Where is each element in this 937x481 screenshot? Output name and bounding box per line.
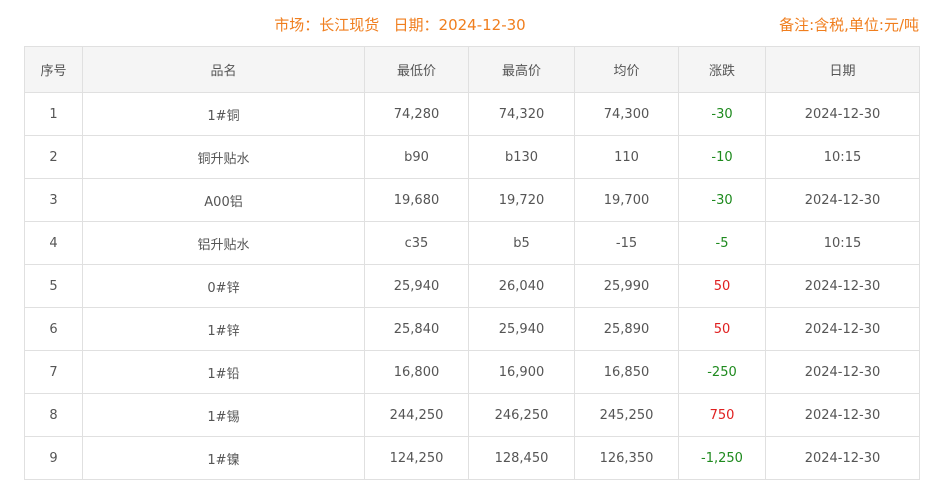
cell-low: 124,250 bbox=[364, 436, 469, 480]
cell-name: A00铝 bbox=[82, 178, 365, 222]
cell-change: -1,250 bbox=[678, 436, 766, 480]
table-row: 2 铜升贴水 b90 b130 110 -10 10:15 bbox=[24, 135, 920, 179]
cell-date: 2024-12-30 bbox=[765, 350, 920, 394]
cell-low: 25,840 bbox=[364, 307, 469, 351]
cell-no: 7 bbox=[24, 350, 83, 394]
column-header-avg: 均价 bbox=[574, 46, 679, 93]
cell-low: 244,250 bbox=[364, 393, 469, 437]
cell-avg: 25,890 bbox=[574, 307, 679, 351]
market-date-title: 市场：长江现货 日期：2024-12-30 bbox=[274, 16, 526, 34]
cell-change: -30 bbox=[678, 178, 766, 222]
cell-avg: 16,850 bbox=[574, 350, 679, 394]
cell-name: 1#铜 bbox=[82, 92, 365, 136]
cell-change: -5 bbox=[678, 221, 766, 265]
cell-high: 26,040 bbox=[468, 264, 575, 308]
cell-name: 1#镍 bbox=[82, 436, 365, 480]
cell-low: c35 bbox=[364, 221, 469, 265]
cell-no: 2 bbox=[24, 135, 83, 179]
cell-avg: 110 bbox=[574, 135, 679, 179]
cell-avg: 25,990 bbox=[574, 264, 679, 308]
cell-low: 74,280 bbox=[364, 92, 469, 136]
cell-low: b90 bbox=[364, 135, 469, 179]
cell-low: 19,680 bbox=[364, 178, 469, 222]
table-row: 4 铝升贴水 c35 b5 -15 -5 10:15 bbox=[24, 221, 920, 265]
cell-avg: 245,250 bbox=[574, 393, 679, 437]
column-header-change: 涨跌 bbox=[678, 46, 766, 93]
cell-no: 8 bbox=[24, 393, 83, 437]
cell-change: -250 bbox=[678, 350, 766, 394]
table-row: 1 1#铜 74,280 74,320 74,300 -30 2024-12-30 bbox=[24, 92, 920, 136]
column-header-name: 品名 bbox=[82, 46, 365, 93]
table-row: 8 1#锡 244,250 246,250 245,250 750 2024-12-30 bbox=[24, 393, 920, 437]
cell-change: -10 bbox=[678, 135, 766, 179]
cell-no: 9 bbox=[24, 436, 83, 480]
cell-change: 50 bbox=[678, 307, 766, 351]
cell-name: 1#锡 bbox=[82, 393, 365, 437]
cell-no: 5 bbox=[24, 264, 83, 308]
table-row: 3 A00铝 19,680 19,720 19,700 -30 2024-12-30 bbox=[24, 178, 920, 222]
cell-date: 2024-12-30 bbox=[765, 436, 920, 480]
cell-date: 2024-12-30 bbox=[765, 92, 920, 136]
cell-change: 750 bbox=[678, 393, 766, 437]
cell-name: 铝升贴水 bbox=[82, 221, 365, 265]
cell-change: 50 bbox=[678, 264, 766, 308]
cell-avg: -15 bbox=[574, 221, 679, 265]
cell-date: 2024-12-30 bbox=[765, 307, 920, 351]
table-row: 9 1#镍 124,250 128,450 126,350 -1,250 2024-12-3… bbox=[24, 436, 920, 480]
cell-name: 铜升贴水 bbox=[82, 135, 365, 179]
cell-high: 16,900 bbox=[468, 350, 575, 394]
table-row: 6 1#锌 25,840 25,940 25,890 50 2024-12-30 bbox=[24, 307, 920, 351]
price-table: 序号 品名 最低价 最高价 均价 涨跌 日期 1 1#铜 74,280 74,320 74,300-… bbox=[24, 46, 920, 480]
page-header: 市场：长江现货 日期：2024-12-30 备注:含税,单位:元/吨 bbox=[0, 0, 937, 46]
cell-name: 0#锌 bbox=[82, 264, 365, 308]
cell-avg: 126,350 bbox=[574, 436, 679, 480]
cell-no: 6 bbox=[24, 307, 83, 351]
cell-change: -30 bbox=[678, 92, 766, 136]
cell-high: 128,450 bbox=[468, 436, 575, 480]
cell-no: 4 bbox=[24, 221, 83, 265]
cell-high: 246,250 bbox=[468, 393, 575, 437]
column-header-high: 最高价 bbox=[468, 46, 575, 93]
cell-high: b130 bbox=[468, 135, 575, 179]
cell-high: b5 bbox=[468, 221, 575, 265]
cell-no: 3 bbox=[24, 178, 83, 222]
table-row: 7 1#铅 16,800 16,900 16,850 -250 2024-12-30 bbox=[24, 350, 920, 394]
cell-low: 16,800 bbox=[364, 350, 469, 394]
cell-no: 1 bbox=[24, 92, 83, 136]
cell-date: 2024-12-30 bbox=[765, 393, 920, 437]
cell-date: 10:15 bbox=[765, 135, 920, 179]
cell-high: 74,320 bbox=[468, 92, 575, 136]
column-header-date: 日期 bbox=[765, 46, 920, 93]
cell-avg: 19,700 bbox=[574, 178, 679, 222]
unit-note: 备注:含税,单位:元/吨 bbox=[779, 16, 919, 34]
cell-date: 2024-12-30 bbox=[765, 264, 920, 308]
cell-avg: 74,300 bbox=[574, 92, 679, 136]
column-header-no: 序号 bbox=[24, 46, 83, 93]
cell-high: 25,940 bbox=[468, 307, 575, 351]
cell-name: 1#锌 bbox=[82, 307, 365, 351]
column-header-low: 最低价 bbox=[364, 46, 469, 93]
cell-date: 2024-12-30 bbox=[765, 178, 920, 222]
cell-date: 10:15 bbox=[765, 221, 920, 265]
table-row: 5 0#锌 25,940 26,040 25,990 50 2024-12-30 bbox=[24, 264, 920, 308]
cell-name: 1#铅 bbox=[82, 350, 365, 394]
table-header-row: 序号 品名 最低价 最高价 均价 涨跌 日期 bbox=[24, 46, 920, 93]
cell-high: 19,720 bbox=[468, 178, 575, 222]
cell-low: 25,940 bbox=[364, 264, 469, 308]
